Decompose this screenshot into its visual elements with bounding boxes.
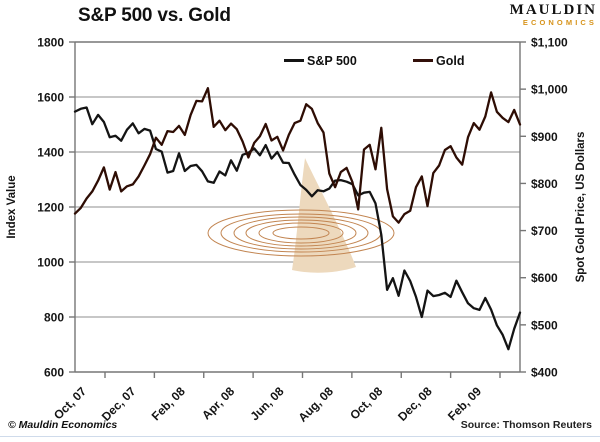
left-axis-title: Index Value	[6, 175, 18, 238]
brand-subtitle: ECONOMICS	[522, 18, 597, 27]
right-tick-label: $800	[531, 177, 558, 191]
watermark-ripple	[245, 219, 357, 247]
left-tick-label: 1400	[37, 146, 64, 160]
x-tick-label: Oct, 07	[51, 384, 89, 422]
x-tick-label: Feb, 09	[445, 384, 484, 423]
legend-label-sp500: S&P 500	[307, 53, 357, 68]
right-axis-title: Spot Gold Price, US Dollars	[575, 132, 587, 283]
copyright-text: © Mauldin Economics	[8, 419, 118, 431]
right-tick-label: $500	[531, 318, 558, 332]
brand-logo: MAULDIN ECONOMICS	[510, 3, 597, 27]
brand-name: MAULDIN	[509, 2, 597, 18]
watermark-ripple	[258, 222, 344, 244]
watermark-ripple	[207, 209, 395, 257]
left-tick-label: 1600	[37, 91, 64, 105]
right-tick-label: $600	[531, 271, 558, 285]
right-tick-label: $900	[531, 130, 558, 144]
x-tick-label: Dec, 07	[99, 384, 139, 424]
watermark-ripple	[233, 216, 369, 250]
gold-line-swatch	[413, 59, 433, 62]
legend-item-sp500: S&P 500	[284, 53, 357, 68]
x-tick-label: Apr, 08	[199, 384, 237, 422]
left-tick-label: 800	[44, 311, 64, 325]
chart-title: S&P 500 vs. Gold	[78, 5, 231, 26]
x-tick-label: Jun, 08	[247, 384, 286, 423]
right-tick-label: $1,000	[531, 83, 568, 97]
x-tick-label: Dec, 08	[395, 384, 435, 424]
legend-label-gold: Gold	[436, 53, 465, 68]
left-tick-label: 600	[44, 366, 64, 380]
left-tick-label: 1000	[37, 256, 64, 270]
sp500-line-swatch	[284, 59, 304, 62]
left-tick-label: 1800	[37, 36, 64, 50]
right-tick-label: $400	[531, 366, 558, 380]
watermark-shark-fin-icon	[292, 158, 356, 273]
left-tick-label: 1200	[37, 201, 64, 215]
footer-divider	[0, 436, 600, 437]
x-tick-label: Feb, 08	[149, 384, 188, 423]
x-tick-label: Aug, 08	[295, 384, 336, 425]
legend-item-gold: Gold	[413, 53, 465, 68]
x-tick-label: Oct, 08	[347, 384, 385, 422]
series-line-gold	[73, 87, 522, 224]
right-tick-label: $700	[531, 224, 558, 238]
source-text: Source: Thomson Reuters	[460, 419, 592, 431]
series-line-sp500	[73, 106, 522, 351]
right-tick-label: $1,100	[531, 36, 568, 50]
watermark-ripple	[272, 226, 330, 240]
